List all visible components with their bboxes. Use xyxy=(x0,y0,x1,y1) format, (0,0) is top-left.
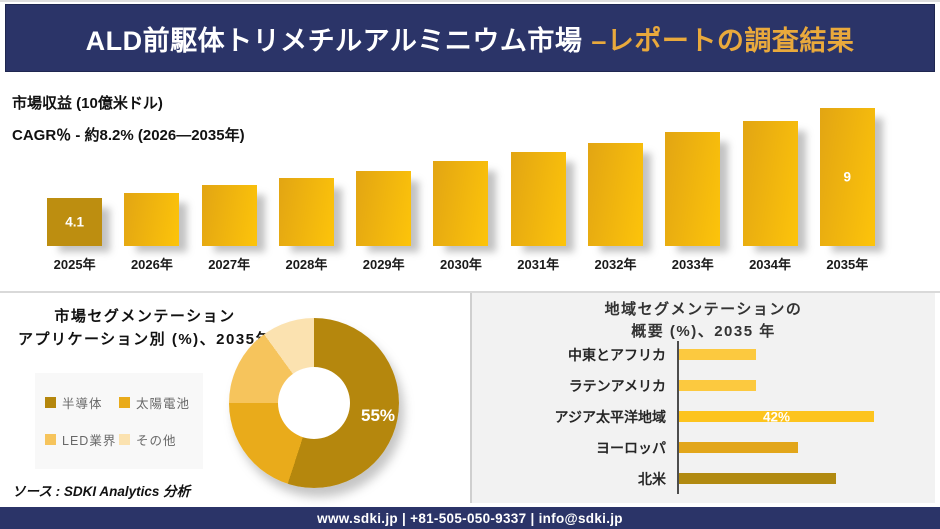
footer-banner: www.sdki.jp | +81-505-050-9337 | info@sd… xyxy=(0,507,940,529)
revenue-bar-group xyxy=(422,161,499,246)
legend-swatch-icon xyxy=(119,397,130,408)
revenue-year-axis: 2025年 2026年 2027年 2028年 2029年 2030年 2031年 2032年… xyxy=(36,254,886,273)
year-tick-label: 2029年 xyxy=(362,257,405,272)
revenue-bar-2028年 xyxy=(278,177,334,246)
revenue-bar-2034年 xyxy=(742,120,798,246)
region-bar-1 xyxy=(679,349,756,360)
region-row-5: 北米 xyxy=(472,463,931,494)
revenue-bar-group xyxy=(577,143,654,246)
year-tick-label: 2032年 xyxy=(594,257,637,272)
revenue-bar-group xyxy=(191,185,268,246)
year-tick-label: 2035年 xyxy=(826,257,869,272)
legend-item-4: その他 xyxy=(119,430,193,449)
year-tick-label: 2034年 xyxy=(749,257,791,272)
bar-value-label: 9 xyxy=(843,169,852,185)
revenue-bar-group xyxy=(731,120,808,246)
revenue-bar-2035年: 9 xyxy=(819,108,875,246)
revenue-bar-2027年 xyxy=(201,185,257,246)
region-bar-value-label: 42% xyxy=(762,409,791,424)
page-title-accent: –レポートの調査結果 xyxy=(591,25,855,56)
revenue-bar-2026年 xyxy=(124,192,180,246)
revenue-bar-2031年 xyxy=(510,152,566,246)
footer-contact: www.sdki.jp | +81-505-050-9337 | info@sd… xyxy=(317,510,623,526)
revenue-bar-group xyxy=(654,131,731,246)
region-bar-2 xyxy=(679,380,756,391)
legend-label: その他 xyxy=(136,434,177,448)
legend-label: 半導体 xyxy=(62,397,103,411)
bar-value-label: 4.1 xyxy=(65,214,85,230)
year-tick-label: 2027年 xyxy=(208,257,251,272)
legend-swatch-icon xyxy=(45,434,56,445)
region-title-line2: 概要 (%)、2035 年 xyxy=(631,323,776,340)
revenue-bar-group xyxy=(268,177,345,246)
donut-chart: 55% xyxy=(229,318,399,488)
horizontal-divider xyxy=(0,291,940,293)
revenue-bar-2029年 xyxy=(356,170,412,246)
region-category-label: 中東とアフリカ xyxy=(568,346,666,363)
revenue-bar-group xyxy=(345,170,422,246)
region-row-1: 中東とアフリカ xyxy=(472,339,931,370)
region-row-2: ラテンアメリカ xyxy=(472,370,931,401)
year-tick-label: 2028年 xyxy=(285,257,328,272)
top-edge-line xyxy=(0,0,940,2)
region-category-label: アジア太平洋地域 xyxy=(554,408,666,425)
region-bar-3: 42% xyxy=(679,409,874,424)
revenue-bar-group: 9 xyxy=(809,108,886,246)
region-row-3: アジア太平洋地域 42% xyxy=(472,401,931,432)
pie-title-line1: 市場セグメンテーション xyxy=(54,308,236,325)
revenue-bar-2025年: 4.1 xyxy=(47,198,103,246)
revenue-bar-group xyxy=(113,192,190,246)
region-axis-line xyxy=(677,341,679,494)
region-segmentation-section: 地域セグメンテーションの 概要 (%)、2035 年 中東とアフリカ ラテンアメリ… xyxy=(472,293,935,503)
header-banner: ALD前駆体トリメチルアルミニウム市場 –レポートの調査結果 xyxy=(5,4,935,72)
region-title-line1: 地域セグメンテーションの xyxy=(604,301,803,318)
region-chart-title: 地域セグメンテーションの 概要 (%)、2035 年 xyxy=(472,299,935,343)
pie-title-line2: アプリケーション別 (%)、2035年 xyxy=(17,331,273,348)
revenue-bar-group: 4.1 xyxy=(36,198,113,246)
region-bar-5 xyxy=(679,473,836,484)
region-category-label: ラテンアメリカ xyxy=(568,377,666,394)
year-tick-label: 2025年 xyxy=(53,257,96,272)
year-tick-label: 2026年 xyxy=(130,257,173,272)
year-tick-label: 2030年 xyxy=(440,257,482,272)
legend-label: LED業界 xyxy=(62,434,117,448)
revenue-bar-2030年 xyxy=(433,161,489,246)
region-row-4: ヨーロッパ xyxy=(472,432,931,463)
year-tick-label: 2033年 xyxy=(671,257,714,272)
cagr-label: CAGR％ - 約8.2% (2026―2035年) xyxy=(12,127,245,144)
revenue-bar-2032年 xyxy=(587,143,643,246)
revenue-bar-chart: 4.1 9 xyxy=(36,86,886,246)
revenue-bar-group xyxy=(500,152,577,246)
region-category-label: 北米 xyxy=(638,470,666,487)
vertical-divider xyxy=(470,293,472,503)
legend-swatch-icon xyxy=(119,434,130,445)
legend-item-1: 半導体 xyxy=(45,393,119,412)
legend-label: 太陽電池 xyxy=(136,397,191,411)
pie-chart-title: 市場セグメンテーション アプリケーション別 (%)、2035年 xyxy=(5,305,285,351)
revenue-metric-label: 市場収益 (10億米ドル) xyxy=(12,95,163,112)
pie-legend: 半導体 太陽電池 LED業界 その他 xyxy=(35,373,203,469)
year-tick-label: 2031年 xyxy=(517,257,560,272)
page-title-main: ALD前駆体トリメチルアルミニウム市場 xyxy=(85,25,583,56)
legend-item-3: LED業界 xyxy=(45,430,119,449)
legend-item-2: 太陽電池 xyxy=(119,393,193,412)
region-bar-chart: 中東とアフリカ ラテンアメリカアジア太平洋地域 42% ヨーロッパ北米 xyxy=(472,339,931,494)
donut-slice-label: 55% xyxy=(360,406,396,425)
region-bar-4 xyxy=(679,442,798,453)
source-attribution: ソース : SDKI Analytics 分析 xyxy=(12,484,191,499)
legend-swatch-icon xyxy=(45,397,56,408)
revenue-bar-2033年 xyxy=(665,131,721,246)
region-category-label: ヨーロッパ xyxy=(596,439,666,456)
application-segmentation-section: 市場セグメンテーション アプリケーション別 (%)、2035年 半導体 太陽電池 L… xyxy=(5,293,470,503)
